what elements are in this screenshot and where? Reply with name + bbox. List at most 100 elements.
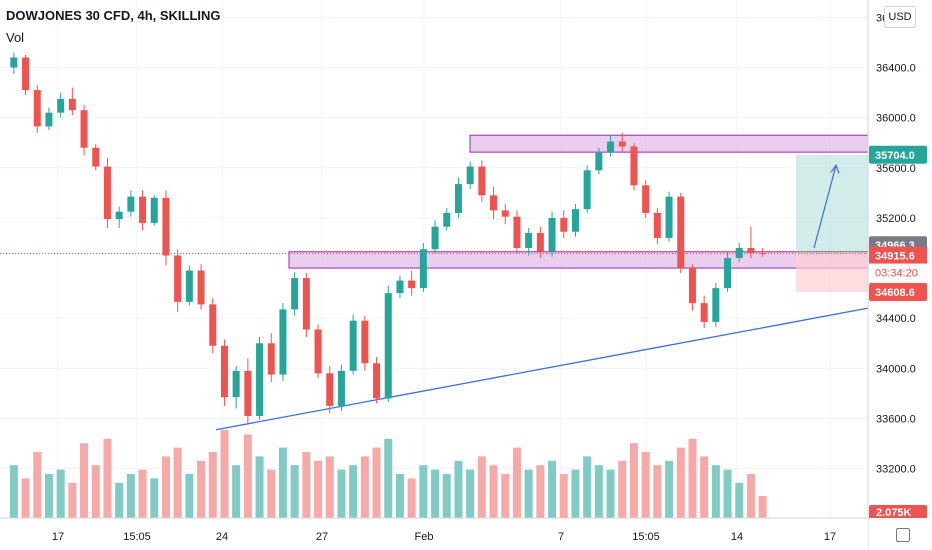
candle-body [103, 166, 111, 220]
volume-bar [232, 465, 241, 518]
candle-body [700, 303, 708, 322]
volume-bar [56, 469, 65, 518]
candle-body [583, 170, 591, 210]
volume-bar [337, 469, 346, 518]
volume-bar [583, 456, 592, 518]
volume-bar [44, 474, 53, 518]
volume-bar [477, 456, 486, 518]
volume-bar [267, 469, 276, 518]
price-tick-label: 34000.0 [876, 363, 916, 375]
candle-body [759, 253, 767, 255]
volume-bar [255, 456, 264, 518]
candle-body [45, 112, 53, 127]
volume-tag-label: 2.075K [876, 507, 912, 519]
volume-bar [606, 469, 615, 518]
candle-body [688, 268, 696, 304]
chart-title: DOWJONES 30 CFD, 4h, SKILLING [6, 8, 221, 23]
volume-bar [548, 460, 557, 518]
volume-bar [173, 447, 182, 518]
volume-bar [150, 478, 159, 518]
candle-body [560, 217, 568, 232]
volume-bar [103, 438, 112, 518]
time-tick-label: 7 [558, 531, 564, 543]
candle-body [443, 212, 451, 227]
candle-body [642, 185, 650, 213]
candle-body [595, 152, 603, 171]
volume-bar [653, 465, 662, 518]
time-tick-label: 17 [52, 531, 64, 543]
long-position-tool[interactable] [0, 154, 868, 293]
candle-body [677, 196, 685, 269]
candle-body [408, 280, 416, 289]
volume-bar [115, 482, 124, 518]
volume-bar [641, 452, 650, 518]
volume-bar [360, 456, 369, 518]
volume-bar [68, 482, 77, 518]
volume-bar [278, 447, 287, 518]
volume-bar [9, 465, 18, 518]
volume-bar [501, 474, 510, 518]
price-zones[interactable] [288, 134, 869, 269]
trendline[interactable] [215, 307, 869, 431]
volume-bar [302, 452, 311, 518]
price-tag-label: 34915.6 [875, 251, 915, 263]
price-tick-label: 36000.0 [876, 113, 916, 125]
candle-body [185, 270, 193, 302]
price-tick-label: 35600.0 [876, 163, 916, 175]
candle-body [665, 196, 673, 238]
time-tick-label: 17 [824, 531, 836, 543]
volume-bar [290, 465, 299, 518]
candle-body [232, 370, 240, 398]
price-tag-label: 34608.6 [875, 287, 915, 299]
candle-body [373, 363, 381, 399]
currency-button[interactable]: USD [884, 6, 916, 28]
volume-bar [372, 447, 381, 518]
candle-body [724, 258, 732, 289]
candle-body [571, 209, 579, 232]
candle-body [712, 288, 720, 322]
candle-body [150, 197, 158, 223]
volume-bar [80, 443, 89, 518]
candle-body [92, 147, 100, 167]
volume-bar [431, 469, 440, 518]
volume-bar [665, 460, 674, 518]
time-tick-label: 27 [316, 531, 328, 543]
price-tick-label: 33600.0 [876, 413, 916, 425]
settings-icon[interactable] [896, 528, 910, 542]
candle-body [220, 345, 228, 398]
candle-body [501, 210, 509, 217]
volume-bar [220, 430, 229, 518]
volume-bar [349, 465, 358, 518]
candle-body [314, 329, 322, 374]
candle-body [68, 98, 76, 111]
volume-bar [442, 474, 451, 518]
candle-body [536, 232, 544, 252]
price-tag-bg [869, 263, 927, 282]
volume-tag-bg [869, 505, 927, 519]
axis-corner [869, 518, 932, 550]
candle-body [653, 212, 661, 238]
price-tag-bg [869, 246, 927, 265]
volume-bar [758, 496, 767, 518]
volume-bar [466, 469, 475, 518]
volume-bar [723, 469, 732, 518]
price-tick-label: 35200.0 [876, 213, 916, 225]
volume-bar [185, 474, 194, 518]
candle-body [337, 370, 345, 406]
volume-bar [384, 438, 393, 518]
candle-body [162, 197, 170, 256]
volume-bar [629, 443, 638, 518]
volume-label: Vol [6, 30, 25, 45]
time-axis-bg [0, 518, 868, 550]
profit-area [796, 154, 868, 252]
candle-body [139, 196, 147, 223]
candle-body [431, 226, 439, 250]
volume-bar [21, 478, 30, 518]
support-trendline [215, 307, 869, 431]
volume-bar [700, 456, 709, 518]
volume-bar [419, 465, 428, 518]
resistance-zone [469, 134, 869, 153]
volume-bar [314, 460, 323, 518]
